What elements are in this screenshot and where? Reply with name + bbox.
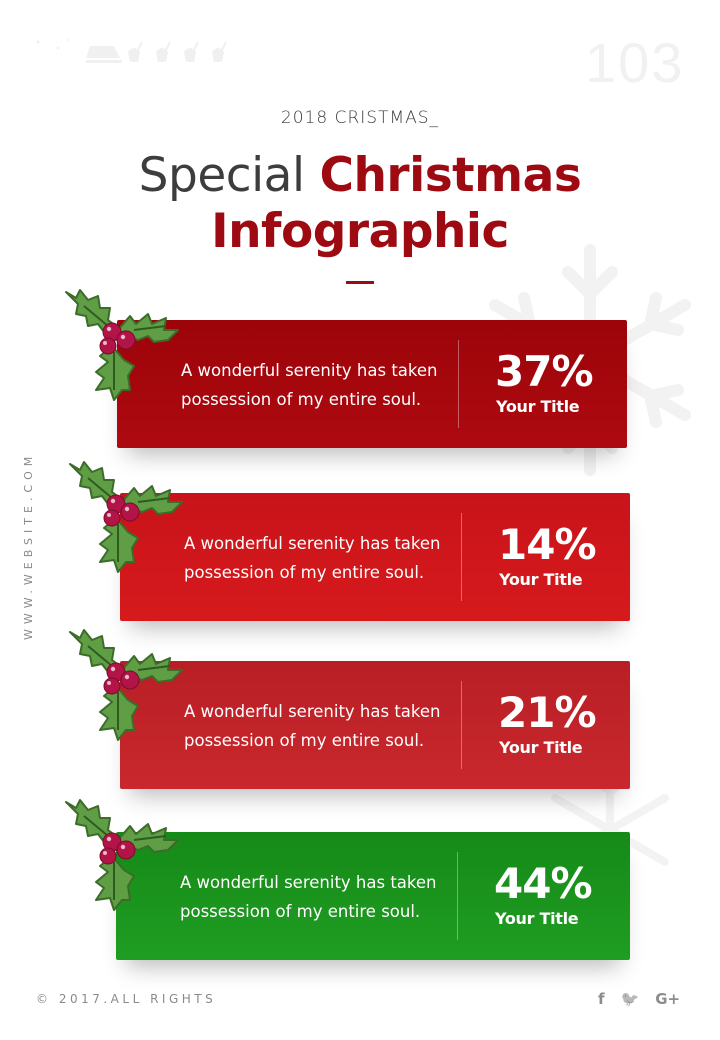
stat-card-1: A wonderful serenity has taken possessio… bbox=[117, 320, 627, 448]
card-description: A wonderful serenity has taken possessio… bbox=[180, 873, 437, 921]
eyebrow-label: 2018 CRISTMAS_ bbox=[280, 108, 440, 128]
social-links: f 🐦 G+ bbox=[598, 990, 680, 1008]
holly-icon bbox=[65, 289, 179, 401]
card-description: A wonderful serenity has taken possessio… bbox=[181, 361, 438, 409]
card-percentage: 37% bbox=[495, 347, 594, 396]
card-percentage: 21% bbox=[498, 688, 597, 737]
google-plus-icon[interactable]: G+ bbox=[655, 990, 681, 1008]
title-accent-line2: Infographic bbox=[211, 204, 509, 259]
card-divider bbox=[461, 513, 462, 601]
page-title: Special Christmas Infographic bbox=[0, 148, 720, 260]
holly-icon bbox=[69, 461, 183, 573]
card-title: Your Title bbox=[495, 909, 579, 928]
card-percentage: 44% bbox=[494, 859, 593, 908]
card-divider bbox=[461, 681, 462, 769]
card-description: A wonderful serenity has taken possessio… bbox=[184, 702, 441, 750]
stat-card-4: A wonderful serenity has taken possessio… bbox=[116, 832, 630, 960]
website-label: WWW.WEBSITE.COM bbox=[22, 451, 35, 640]
title-underline bbox=[346, 281, 374, 284]
holly-icon bbox=[65, 799, 179, 911]
sleigh-icon bbox=[36, 39, 227, 63]
card-divider bbox=[458, 340, 459, 428]
card-divider bbox=[457, 852, 458, 940]
copyright-text: © 2017.ALL RIGHTS bbox=[36, 992, 217, 1006]
twitter-icon[interactable]: 🐦 bbox=[620, 990, 640, 1008]
card-title: Your Title bbox=[499, 738, 583, 757]
title-light: Special bbox=[138, 148, 305, 203]
card-title: Your Title bbox=[499, 570, 583, 589]
stat-card-2: A wonderful serenity has taken possessio… bbox=[120, 493, 630, 621]
stat-card-3: A wonderful serenity has taken possessio… bbox=[120, 661, 630, 789]
facebook-icon[interactable]: f bbox=[598, 990, 605, 1008]
page-number: 103 bbox=[585, 31, 685, 94]
title-accent: Christmas bbox=[319, 148, 582, 203]
card-title: Your Title bbox=[496, 397, 580, 416]
card-description: A wonderful serenity has taken possessio… bbox=[184, 534, 441, 582]
card-percentage: 14% bbox=[498, 520, 597, 569]
holly-icon bbox=[69, 629, 183, 741]
